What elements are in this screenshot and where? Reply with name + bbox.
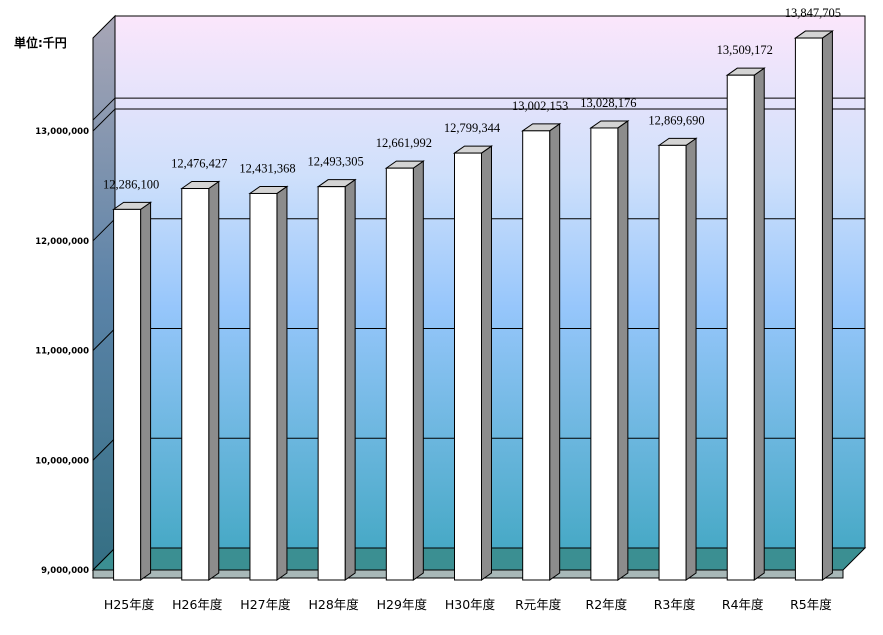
bar [793, 30, 834, 581]
data-label: 12,869,690 [648, 113, 704, 127]
y-tick-label: 10,000,000 [35, 456, 89, 466]
bar [384, 160, 425, 581]
x-tick-label: H29年度 [377, 597, 428, 612]
side-wall [92, 14, 116, 572]
bar-front [385, 167, 414, 581]
bar-side [617, 120, 629, 581]
bar-side [481, 145, 492, 581]
bar-front [249, 192, 278, 581]
bar [589, 120, 630, 581]
data-label: 12,476,427 [171, 157, 227, 171]
data-label: 12,286,100 [103, 177, 159, 191]
data-label: 12,493,305 [308, 155, 364, 169]
bar-front [317, 186, 346, 581]
bar-front [794, 37, 823, 581]
data-label: 12,799,344 [444, 121, 501, 135]
data-label: 13,509,172 [717, 43, 773, 57]
x-tick-label: R元年度 [515, 597, 562, 612]
bar [521, 122, 562, 581]
data-label: 12,431,368 [239, 161, 295, 175]
x-tick-label: R3年度 [654, 597, 696, 612]
y-tick-label: 13,000,000 [35, 127, 89, 137]
data-label: 13,002,153 [512, 99, 568, 113]
bar-side [208, 180, 220, 581]
data-label: 12,661,992 [376, 136, 432, 150]
bar [248, 185, 289, 581]
bar-side [821, 30, 833, 581]
bar-side [344, 178, 356, 581]
y-tick-label: 11,000,000 [35, 347, 89, 357]
x-tick-label: R4年度 [722, 597, 764, 612]
bar-side [753, 67, 765, 581]
x-tick-label: H30年度 [445, 597, 496, 612]
data-label: 13,847,705 [785, 6, 841, 20]
bar [725, 67, 766, 581]
bar-side [412, 160, 424, 581]
x-tick-label: H26年度 [172, 597, 223, 612]
bar-side [685, 137, 697, 581]
unit-label: 単位:千円 [14, 36, 67, 50]
bar-front [658, 144, 687, 581]
bar [180, 180, 221, 581]
bar [316, 178, 357, 581]
bar-side [140, 201, 152, 581]
gridline-side [92, 328, 116, 351]
bar-side [549, 122, 561, 581]
bar-front [726, 74, 755, 581]
bar [112, 201, 153, 581]
gridline-side [92, 108, 116, 132]
gridline-side [92, 437, 116, 461]
gridline-side [92, 97, 116, 121]
gridline-side [92, 218, 116, 242]
bar-front [590, 127, 619, 581]
bar-front [454, 152, 482, 581]
x-tick-label: R5年度 [790, 597, 832, 612]
x-tick-label: H27年度 [240, 597, 291, 612]
bar-front [181, 188, 210, 581]
x-tick-label: H25年度 [104, 597, 155, 612]
bar [452, 145, 494, 581]
bar-front [113, 208, 142, 581]
bar-side [276, 185, 288, 581]
bar-front [522, 130, 551, 581]
x-tick-label: H28年度 [308, 597, 359, 612]
bar [657, 137, 698, 581]
y-tick-label: 12,000,000 [35, 237, 89, 247]
y-tick-label: 9,000,000 [41, 566, 89, 576]
data-label: 13,028,176 [580, 96, 636, 110]
x-tick-label: R2年度 [586, 597, 628, 612]
